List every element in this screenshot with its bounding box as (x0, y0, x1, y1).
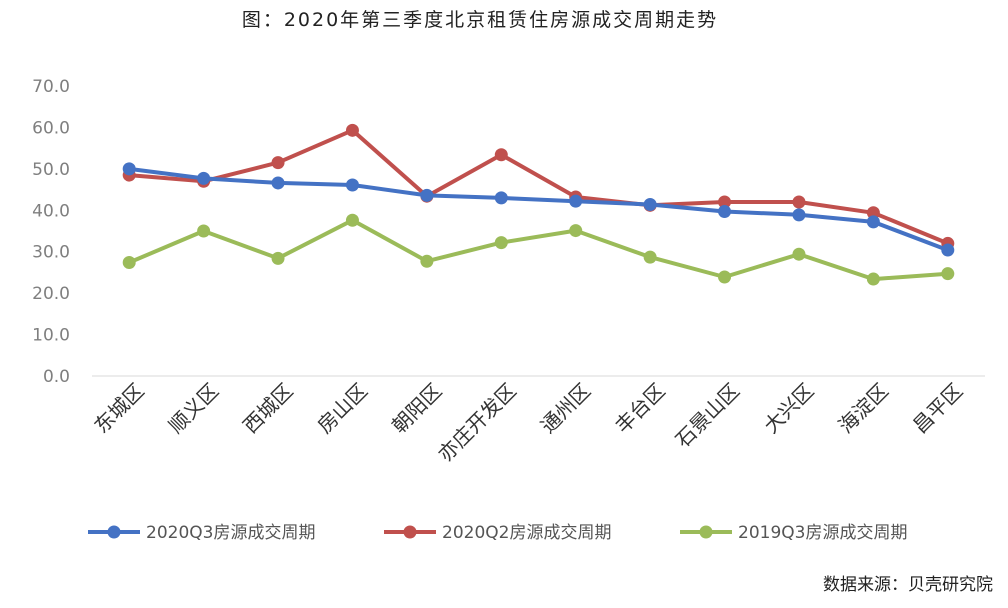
x-tick-label: 西城区 (238, 379, 297, 438)
x-tick-label: 海淀区 (834, 379, 893, 438)
x-tick-label: 东城区 (89, 379, 148, 438)
legend: 2020Q3房源成交周期 2020Q2房源成交周期 2019Q3房源成交周期 (88, 523, 907, 543)
series (122, 162, 955, 257)
y-tick-label: 60.0 (32, 118, 70, 138)
legend-label: 2019Q3房源成交周期 (738, 523, 907, 543)
x-tick-label: 昌平区 (908, 379, 967, 438)
data-point (197, 171, 211, 185)
y-tick-label: 0.0 (43, 367, 70, 387)
data-point (718, 270, 732, 284)
legend-swatch-marker (699, 525, 713, 539)
legend-item: 2020Q3房源成交周期 (88, 523, 315, 543)
data-point (271, 176, 285, 190)
x-tick-label: 石景山区 (671, 379, 745, 453)
data-point (345, 178, 359, 192)
x-tick-label: 丰台区 (610, 379, 669, 438)
data-point (420, 188, 434, 202)
data-point (866, 215, 880, 229)
data-point (792, 208, 806, 222)
data-point (122, 255, 136, 269)
y-tick-label: 70.0 (32, 77, 70, 97)
data-point (866, 272, 880, 286)
series-line (127, 218, 950, 282)
data-point (718, 195, 732, 209)
series-line (127, 128, 950, 246)
data-point (271, 251, 285, 265)
series-line (127, 166, 950, 253)
data-point (941, 243, 955, 257)
data-point (494, 148, 508, 162)
series (122, 213, 955, 286)
legend-item: 2020Q2房源成交周期 (384, 523, 611, 543)
data-point (792, 247, 806, 261)
y-tick-label: 10.0 (32, 326, 70, 346)
data-point (494, 236, 508, 250)
data-point (494, 191, 508, 205)
data-point (718, 205, 732, 219)
chart-title: 图：2020年第三季度北京租赁住房源成交周期走势 (242, 9, 718, 31)
data-point (792, 195, 806, 209)
legend-swatch-marker (107, 525, 121, 539)
data-point (420, 254, 434, 268)
y-tick-label: 30.0 (32, 243, 70, 263)
x-tick-label: 通州区 (536, 379, 595, 438)
legend-label: 2020Q3房源成交周期 (146, 523, 315, 543)
data-point (866, 206, 880, 220)
x-tick-label: 亦庄开发区 (433, 379, 521, 467)
data-point (271, 156, 285, 170)
y-axis: 0.0 10.0 20.0 30.0 40.0 50.0 60.0 70.0 (32, 77, 70, 387)
legend-item: 2019Q3房源成交周期 (680, 523, 907, 543)
x-tick-label: 朝阳区 (387, 379, 446, 438)
y-tick-label: 40.0 (32, 201, 70, 221)
x-tick-label: 顺义区 (164, 379, 223, 438)
series (122, 123, 955, 250)
data-point (941, 267, 955, 281)
legend-swatch-marker (403, 525, 417, 539)
data-point (345, 123, 359, 137)
data-point (643, 250, 657, 264)
source-note: 数据来源：贝壳研究院 (823, 575, 993, 595)
data-point (643, 197, 657, 211)
x-tick-label: 大兴区 (759, 379, 818, 438)
x-tick-label: 房山区 (313, 379, 372, 438)
series-layer (122, 123, 955, 286)
y-tick-label: 20.0 (32, 284, 70, 304)
data-point (569, 224, 583, 238)
legend-label: 2020Q2房源成交周期 (442, 523, 611, 543)
data-point (345, 213, 359, 227)
y-tick-label: 50.0 (32, 160, 70, 180)
data-point (569, 194, 583, 208)
data-point (122, 162, 136, 176)
data-point (197, 224, 211, 238)
